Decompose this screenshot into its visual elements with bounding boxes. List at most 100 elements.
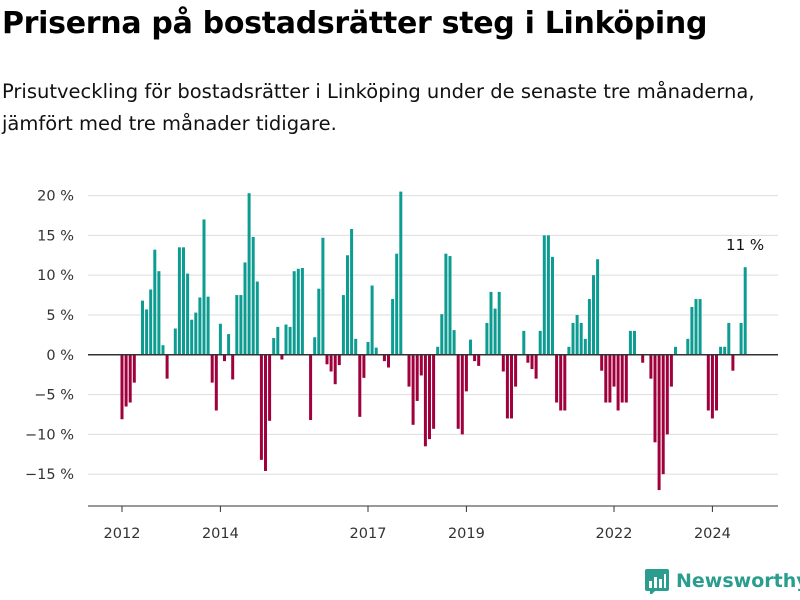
annotations: 11 %: [726, 236, 764, 254]
bar: [153, 249, 157, 355]
bar: [223, 354, 226, 362]
bar: [739, 322, 743, 355]
x-tick-label: 2024: [694, 526, 731, 542]
bar: [423, 354, 427, 447]
bar: [727, 322, 731, 355]
bar: [620, 354, 624, 403]
bar: [436, 346, 440, 355]
bar: [686, 338, 690, 355]
bar: [526, 354, 530, 363]
bar: [624, 354, 628, 403]
bar: [661, 354, 665, 475]
bar: [268, 354, 272, 421]
bar: [243, 262, 247, 355]
bar: [161, 345, 165, 355]
y-tick-label: 5 %: [46, 308, 74, 324]
x-tick-label: 2012: [104, 526, 141, 542]
bar: [448, 256, 452, 355]
bar: [731, 354, 735, 371]
y-tick-label: −10 %: [25, 427, 74, 443]
bar: [292, 271, 296, 355]
bar: [501, 354, 505, 372]
bar: [567, 346, 571, 355]
bar: [350, 229, 354, 355]
bar: [428, 354, 431, 440]
bar: [173, 328, 177, 355]
bar: [218, 323, 222, 355]
bar: [325, 354, 329, 365]
bar: [132, 354, 136, 383]
bar: [604, 354, 608, 403]
chart-title: Priserna på bostadsrätter steg i Linköpi…: [2, 6, 708, 41]
bar: [272, 338, 276, 355]
bar: [145, 309, 149, 355]
bar: [579, 322, 583, 355]
y-tick-label: 20 %: [37, 189, 74, 205]
bar: [214, 354, 218, 411]
y-tick-label: −5 %: [34, 388, 74, 404]
bar: [120, 354, 124, 420]
bar: [399, 191, 403, 355]
bar: [239, 295, 243, 355]
bar: [149, 289, 153, 355]
bar: [538, 330, 542, 355]
bar: [387, 354, 390, 368]
bar: [354, 338, 358, 355]
bar: [128, 354, 132, 403]
bar: [309, 354, 313, 421]
bar: [460, 354, 464, 435]
bar: [546, 235, 550, 355]
bar: [296, 268, 300, 355]
bar: [202, 219, 206, 355]
bar: [432, 354, 436, 429]
bar: [251, 236, 255, 355]
bar: [452, 330, 456, 355]
x-tick-label: 2019: [448, 526, 485, 542]
bar: [259, 354, 263, 460]
bar: [124, 354, 128, 407]
bar: [575, 314, 579, 355]
bar: [641, 354, 645, 363]
bar: [210, 354, 214, 383]
bar: [444, 253, 448, 355]
newsworthy-logo: Newsworthy: [644, 568, 800, 594]
newsworthy-logo-icon: [645, 569, 669, 594]
bar: [505, 354, 509, 419]
axes: [88, 354, 778, 512]
bar: [674, 346, 677, 355]
bar: [592, 275, 595, 355]
bar: [542, 235, 546, 355]
bar: [284, 324, 288, 355]
bar-chart: 20 %15 %10 %5 %0 %−5 %−10 %−15 % 2012 201…: [25, 189, 778, 542]
bar: [337, 354, 341, 366]
bar: [694, 299, 698, 355]
bar: [657, 354, 661, 491]
bar: [198, 297, 202, 355]
x-tick-label: 2014: [202, 526, 239, 542]
bar: [612, 354, 616, 387]
bar: [407, 354, 411, 387]
bar: [608, 354, 612, 403]
bar: [723, 346, 727, 355]
bar: [477, 354, 481, 366]
bar: [587, 299, 591, 355]
x-axis-labels: 2012 2014 2017 2019 2022 2024: [104, 526, 731, 542]
bar: [382, 354, 386, 362]
y-axis-labels: 20 % 15 % 10 % 5 % 0 % −5 % −10 % −15 %: [25, 189, 74, 484]
bar: [534, 354, 538, 379]
bar: [280, 354, 284, 360]
bar: [563, 354, 567, 411]
bar: [510, 354, 513, 419]
bar: [358, 354, 362, 417]
bar: [313, 337, 317, 355]
bar: [600, 354, 604, 371]
y-tick-label: 0 %: [46, 348, 74, 364]
bar: [182, 247, 185, 355]
bar: [669, 354, 673, 387]
y-tick-label: −15 %: [25, 467, 74, 483]
bar: [415, 354, 419, 401]
bar: [321, 237, 325, 355]
bar: [247, 193, 251, 355]
bar: [690, 307, 694, 355]
bar: [395, 253, 399, 355]
